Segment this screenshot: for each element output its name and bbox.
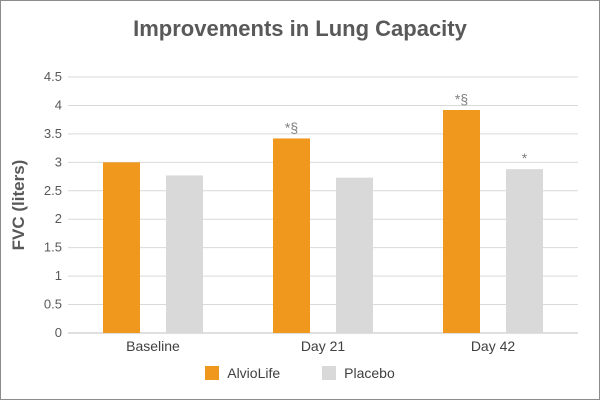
legend-swatch-series-2 <box>322 366 337 380</box>
x-tick-label: Baseline <box>126 338 180 354</box>
x-tick-label: Day 21 <box>301 338 346 354</box>
y-tick-label: 2.5 <box>44 183 62 198</box>
bar-series-2 <box>506 169 543 333</box>
y-tick-label: 3.5 <box>44 126 62 141</box>
y-tick-label: 0.5 <box>44 297 62 312</box>
significance-marker: *§ <box>455 91 468 107</box>
bar-series-1 <box>273 138 310 333</box>
y-axis-label: FVC (liters) <box>9 160 28 251</box>
legend-item-series-1: AlvioLife <box>205 365 280 381</box>
y-tick-label: 2 <box>55 211 62 226</box>
y-tick-label: 4.5 <box>44 69 62 84</box>
bar-series-1 <box>103 162 140 333</box>
legend-label-series-1: AlvioLife <box>227 365 281 381</box>
y-tick-label: 1 <box>55 268 62 283</box>
chart-title: Improvements in Lung Capacity <box>133 16 467 41</box>
legend: AlvioLife Placebo <box>0 365 600 381</box>
legend-swatch-series-1 <box>205 366 220 380</box>
legend-label-series-2: Placebo <box>344 365 395 381</box>
legend-item-series-2: Placebo <box>322 365 395 381</box>
y-tick-label: 3 <box>55 154 62 169</box>
x-tick-label: Day 42 <box>471 338 516 354</box>
y-tick-label: 4 <box>55 97 62 112</box>
bar-series-1 <box>443 109 480 334</box>
y-tick-label: 1.5 <box>44 240 62 255</box>
bar-series-2 <box>166 175 203 333</box>
bar-series-2 <box>336 177 373 333</box>
significance-marker: * <box>522 150 528 166</box>
y-tick-label: 0 <box>55 325 62 340</box>
significance-marker: *§ <box>285 119 298 135</box>
